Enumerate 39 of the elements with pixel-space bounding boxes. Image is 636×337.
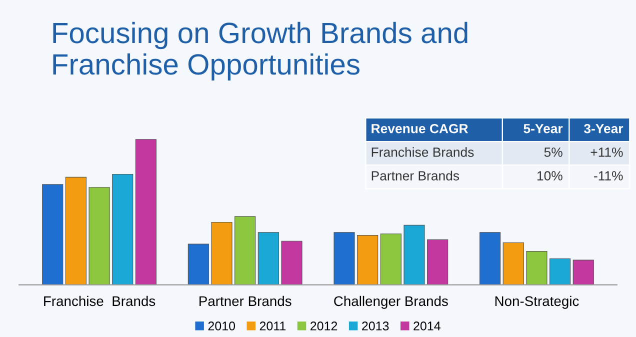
bar <box>258 232 279 285</box>
bar <box>135 139 156 285</box>
bar <box>480 232 501 285</box>
bar <box>334 232 355 285</box>
legend-label: 2011 <box>260 322 286 330</box>
x-tick-label: Non-Strategic <box>495 296 579 309</box>
bar <box>65 176 86 285</box>
bar <box>550 258 571 285</box>
annotation: Partner Brands <box>372 170 460 180</box>
chart-title: Focusing on Growth Brands and Franchise Opportunities <box>53 22 468 81</box>
bar <box>42 184 64 285</box>
annotation: -11% <box>594 171 623 180</box>
bar <box>572 260 594 285</box>
text: 3-Year <box>584 124 624 134</box>
legend-label: 2010 <box>208 322 236 330</box>
x-tick-label: Partner Brands <box>200 296 292 306</box>
bar <box>211 222 232 285</box>
text: Revenue CAGR <box>372 124 468 134</box>
text: 5-Year <box>524 124 563 134</box>
bar <box>88 187 110 285</box>
legend-label: 2014 <box>414 322 440 330</box>
bar <box>188 244 209 285</box>
legend-label: 2012 <box>310 322 338 330</box>
bar <box>404 224 425 285</box>
annotation: 10% <box>537 171 562 180</box>
x-tick-label: Challenger Brands <box>334 296 448 309</box>
bar <box>526 251 548 285</box>
annotation: Franchise Brands <box>372 147 474 157</box>
bar <box>281 240 302 285</box>
x-tick-label: Franchise Brands <box>44 296 156 306</box>
bar <box>234 216 256 285</box>
bar <box>357 235 378 285</box>
legend-label: 2013 <box>362 322 389 330</box>
bar <box>112 174 134 285</box>
annotation: +11% <box>590 148 623 157</box>
bar <box>380 234 402 285</box>
bar <box>427 239 448 285</box>
annotation: 5% <box>544 148 562 157</box>
bar <box>502 242 524 285</box>
